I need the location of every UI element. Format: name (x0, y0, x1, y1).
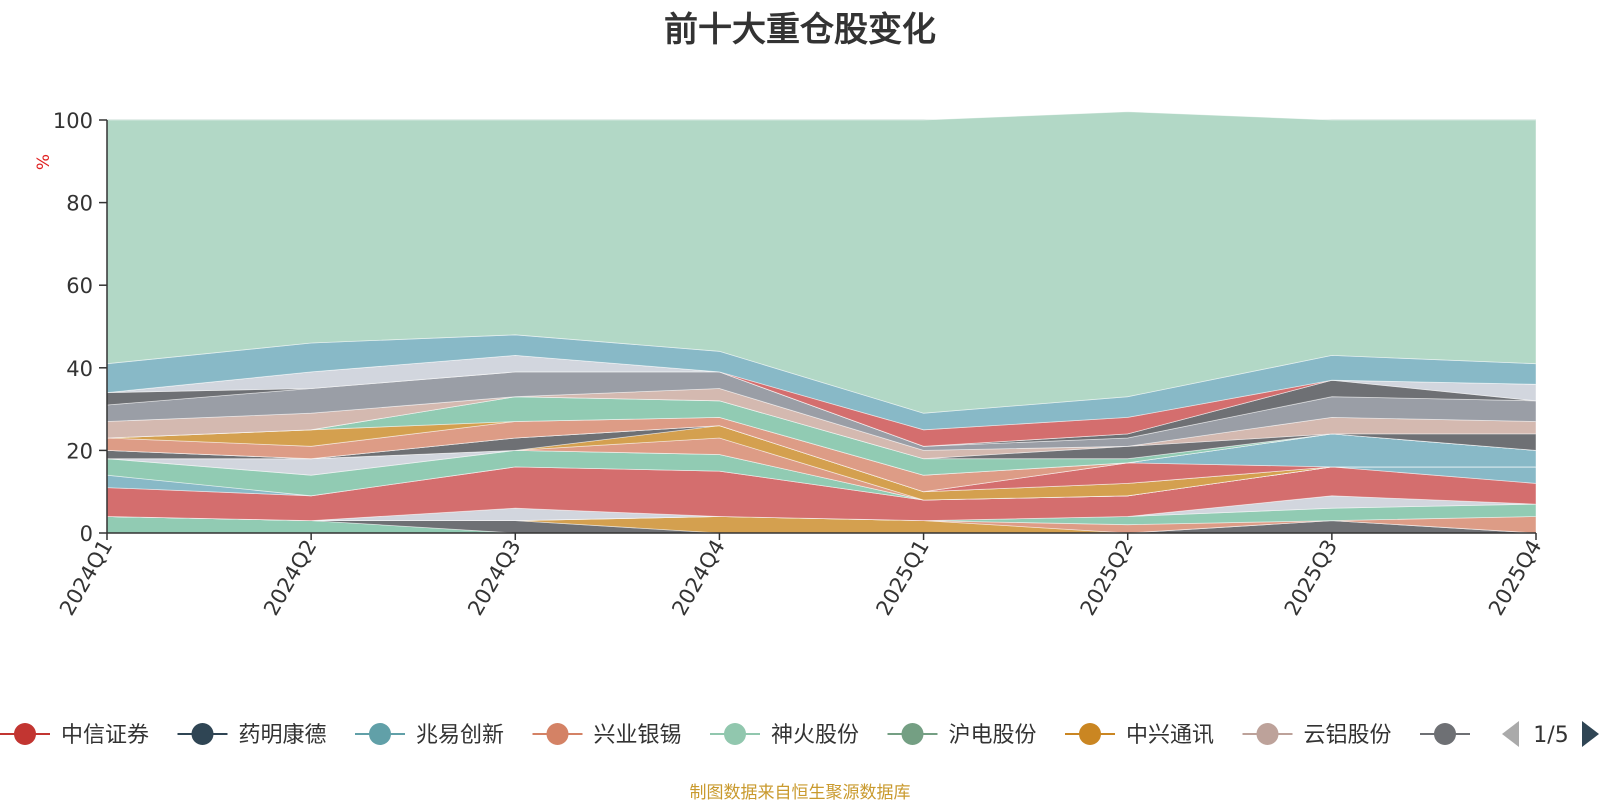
x-tick-label-2024Q1: 2024Q1 (55, 536, 117, 620)
x-tick-label-2025Q1: 2025Q1 (871, 536, 933, 620)
legend-label: 兴业银锡 (594, 723, 682, 748)
area-band-26 (106, 111, 1537, 414)
x-tick-label-2025Q4: 2025Q4 (1484, 536, 1546, 620)
legend-marker (14, 723, 36, 745)
x-tick-label-2024Q3: 2024Q3 (463, 536, 525, 620)
x-tick-label-2025Q2: 2025Q2 (1076, 536, 1138, 620)
legend-item[interactable]: 中兴通讯 (1065, 723, 1214, 748)
y-tick-label-0: 0 (80, 522, 93, 546)
legend-item[interactable]: 沪电股份 (887, 723, 1037, 748)
y-tick-label-20: 20 (66, 439, 93, 463)
legend-marker (546, 723, 569, 745)
legend-item[interactable]: 云铝股份 (1242, 723, 1392, 748)
legend-page-indicator: 1/5 (1533, 723, 1568, 748)
y-axis-unit-label: % (34, 154, 54, 170)
x-tick-label-2024Q4: 2024Q4 (667, 536, 729, 620)
legend-label: 三 (1481, 723, 1503, 748)
legend-marker (901, 723, 924, 745)
y-tick-label-80: 80 (66, 192, 93, 216)
legend-marker (369, 723, 391, 745)
legend-next-page-icon[interactable] (1582, 721, 1599, 747)
legend-label: 沪电股份 (949, 723, 1037, 748)
legend-marker (1434, 723, 1456, 745)
legend-items: 中信证券 药明康德 兆易创新 兴业银锡 神火股份 沪电股份 中兴通讯 云铝股份 三 (0, 723, 1503, 748)
legend-marker (191, 723, 214, 745)
legend-label: 药明康德 (239, 723, 327, 748)
y-tick-label-100: 100 (53, 109, 93, 133)
chart-title: 前十大重仓股变化 (664, 10, 936, 50)
source-footnote: 制图数据来自恒生聚源数据库 (689, 783, 911, 803)
legend-item[interactable]: 兆易创新 (355, 723, 504, 748)
legend-label: 中兴通讯 (1126, 723, 1214, 748)
legend-label: 神火股份 (771, 723, 859, 748)
legend-label: 云铝股份 (1304, 723, 1392, 748)
legend-label: 中信证券 (61, 723, 149, 748)
stacked-areas (106, 111, 1537, 534)
legend-marker (1256, 723, 1279, 745)
legend-prev-page-icon[interactable] (1502, 721, 1519, 747)
x-tick-label-2025Q3: 2025Q3 (1280, 536, 1342, 620)
y-tick-label-60: 60 (66, 274, 93, 298)
legend-item[interactable]: 药明康德 (177, 723, 327, 748)
legend-item[interactable]: 兴业银锡 (532, 723, 682, 748)
legend-item[interactable]: 神火股份 (710, 723, 859, 748)
legend[interactable]: 中信证券 药明康德 兆易创新 兴业银锡 神火股份 沪电股份 中兴通讯 云铝股份 三 1/5 (0, 721, 1599, 748)
legend-marker (724, 723, 746, 745)
legend-item[interactable]: 中信证券 (0, 723, 149, 748)
legend-item[interactable]: 三 (1420, 723, 1503, 748)
legend-label: 兆易创新 (416, 723, 504, 748)
x-tick-label-2024Q2: 2024Q2 (259, 536, 321, 620)
legend-marker (1079, 723, 1101, 745)
y-tick-label-40: 40 (66, 357, 93, 381)
